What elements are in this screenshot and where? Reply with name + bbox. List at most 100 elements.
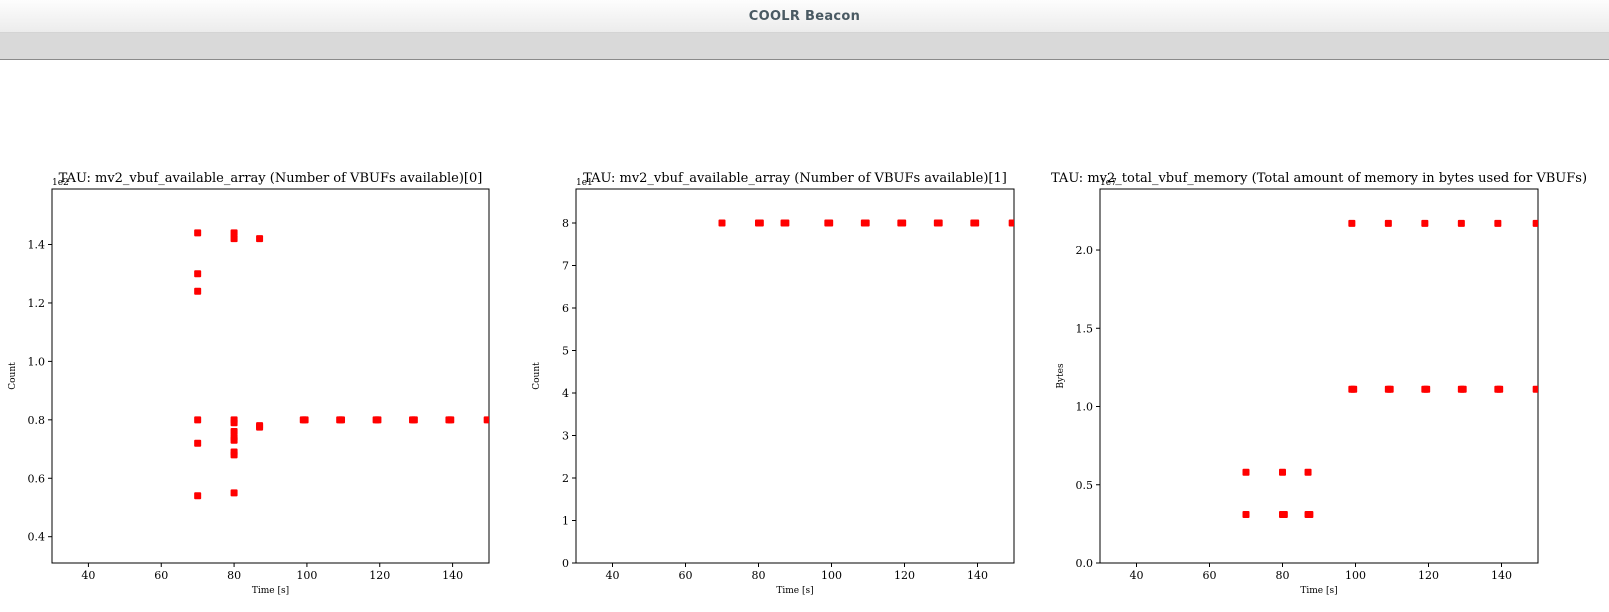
data-point: [1008, 219, 1014, 227]
window-title: COOLR Beacon: [748, 8, 861, 24]
x-tick-label: 100: [821, 569, 842, 582]
data-point: [718, 219, 726, 227]
data-point: [1494, 219, 1502, 227]
data-point: [230, 436, 238, 444]
x-tick-label: 40: [81, 569, 95, 582]
data-point: [230, 229, 238, 237]
data-point: [1532, 385, 1538, 393]
data-point: [1496, 385, 1504, 393]
data-point: [756, 219, 764, 227]
data-point: [1242, 468, 1250, 476]
data-point: [899, 219, 907, 227]
window-titlebar: COOLR Beacon: [0, 0, 1609, 33]
data-point: [935, 219, 943, 227]
data-point: [1350, 385, 1358, 393]
data-point: [782, 219, 790, 227]
y-axis-label: Count: [8, 362, 18, 390]
data-point: [230, 419, 238, 427]
y-offset-label: 1e7: [1100, 178, 1117, 188]
data-point: [338, 416, 346, 424]
data-point: [483, 416, 489, 424]
y-offset-label: 1e1: [576, 178, 593, 188]
y-tick-label: 7: [562, 260, 569, 273]
y-tick-label: 3: [562, 430, 569, 443]
chart-title: TAU: mv2_vbuf_available_array (Number of…: [583, 171, 1007, 186]
y-tick-label: 0.0: [1076, 557, 1094, 570]
data-points: [194, 229, 489, 500]
x-axis-label: Time [s]: [252, 586, 289, 596]
data-point: [410, 416, 418, 424]
data-point: [1421, 219, 1429, 227]
data-point: [230, 428, 238, 436]
y-tick-label: 4: [562, 387, 569, 400]
x-axis-label: Time [s]: [1300, 586, 1337, 596]
x-tick-label: 120: [369, 569, 390, 582]
x-tick-label: 80: [752, 569, 766, 582]
y-tick-label: 1.0: [1076, 401, 1094, 414]
y-tick-label: 5: [562, 345, 569, 358]
y-tick-label: 1: [562, 515, 569, 528]
y-offset-label: 1e2: [52, 178, 69, 188]
y-tick-label: 1.0: [28, 355, 46, 368]
y-tick-label: 1.5: [1076, 322, 1094, 335]
chart-1: 40 60 80 100 120 140 0.4 0.6 0.8 1.0 1.2 1.4 Time [s…: [8, 171, 490, 596]
x-tick-label: 140: [1491, 569, 1512, 582]
data-point: [194, 416, 202, 424]
y-tick-label: 1.4: [28, 239, 46, 252]
chart-3: 40 60 80 100 120 140 0.0 0.5 1.0 1.5 2.0 Time [s] By…: [1051, 171, 1587, 596]
y-tick-label: 1.2: [28, 297, 46, 310]
plot-frame: [575, 188, 1015, 564]
data-point: [1279, 468, 1286, 476]
data-point: [1423, 385, 1431, 393]
data-point: [1532, 219, 1538, 227]
y-tick-label: 0: [562, 557, 569, 570]
x-tick-label: 80: [227, 569, 241, 582]
data-point: [256, 235, 264, 243]
data-point: [1384, 219, 1392, 227]
data-points: [1242, 219, 1538, 518]
x-tick-label: 60: [1203, 569, 1217, 582]
data-point: [230, 489, 238, 497]
x-tick-label: 80: [1276, 569, 1290, 582]
x-tick-label: 120: [894, 569, 915, 582]
data-point: [1306, 510, 1314, 518]
x-tick-label: 100: [296, 569, 317, 582]
x-axis-label: Time [s]: [776, 586, 813, 596]
y-tick-label: 8: [562, 217, 569, 230]
data-point: [194, 270, 202, 278]
chart-title: TAU: mv2_vbuf_available_array (Number of…: [59, 171, 483, 186]
data-point: [1348, 219, 1356, 227]
data-point: [374, 416, 382, 424]
y-tick-label: 0.8: [28, 414, 46, 427]
plot-frame: [1099, 188, 1539, 564]
plot-frame: [51, 188, 490, 564]
toolbar: [0, 33, 1609, 60]
chart-title: TAU: mv2_total_vbuf_memory (Total amount…: [1051, 171, 1587, 186]
x-tick-label: 60: [154, 569, 168, 582]
x-tick-label: 140: [967, 569, 988, 582]
y-tick-label: 0.6: [28, 472, 46, 485]
data-point: [1242, 510, 1250, 518]
data-point: [194, 439, 202, 447]
y-tick-label: 0.5: [1076, 479, 1094, 492]
chart-2: 40 60 80 100 120 140 0 1 2 3 4 5 6 7 8 Time [s] Count 1e1…: [532, 171, 1015, 596]
data-point: [230, 235, 238, 243]
x-tick-label: 100: [1345, 569, 1366, 582]
y-tick-label: 6: [562, 302, 569, 315]
data-point: [256, 423, 264, 431]
data-point: [1304, 468, 1312, 476]
x-tick-label: 140: [442, 569, 463, 582]
data-point: [194, 229, 202, 237]
y-tick-label: 2.0: [1076, 244, 1094, 257]
data-point: [1459, 385, 1467, 393]
y-tick-label: 2: [562, 472, 569, 485]
data-point: [826, 219, 834, 227]
x-tick-label: 40: [606, 569, 620, 582]
data-point: [230, 451, 238, 459]
data-point: [447, 416, 455, 424]
data-point: [301, 416, 309, 424]
data-point: [862, 219, 870, 227]
y-tick-label: 0.4: [28, 531, 46, 544]
data-point: [1457, 219, 1465, 227]
